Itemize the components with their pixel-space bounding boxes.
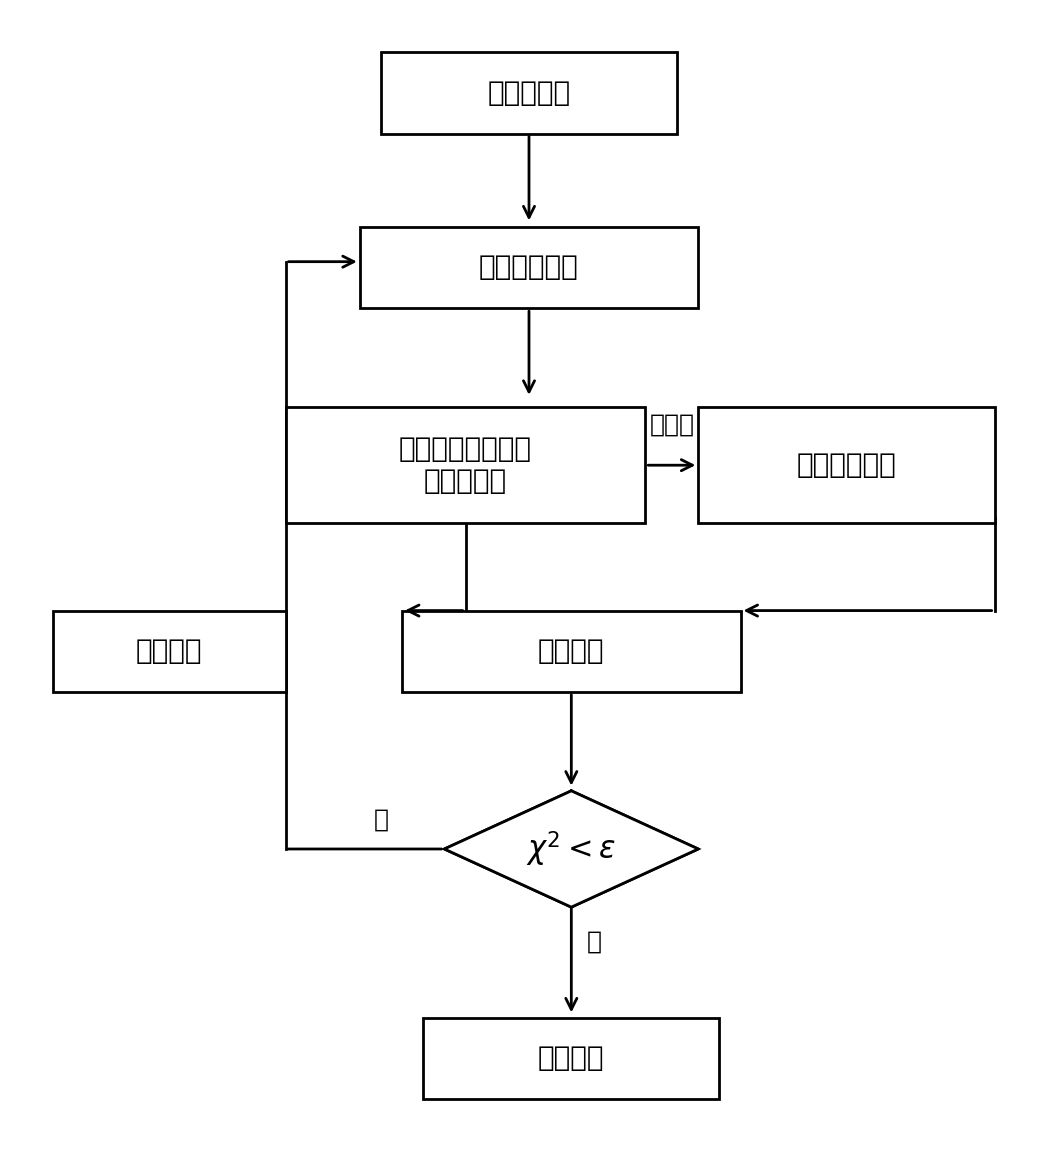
- Text: $\chi^2 < \varepsilon$: $\chi^2 < \varepsilon$: [526, 829, 617, 869]
- FancyBboxPatch shape: [381, 52, 677, 134]
- FancyBboxPatch shape: [423, 1018, 719, 1099]
- Text: 否: 否: [373, 807, 388, 832]
- FancyBboxPatch shape: [402, 611, 741, 692]
- Text: 代价函数: 代价函数: [539, 637, 604, 665]
- FancyBboxPatch shape: [286, 407, 645, 523]
- Text: 修正参数: 修正参数: [136, 637, 202, 665]
- Text: 海面温度: 海面温度: [539, 1044, 604, 1072]
- Text: 加噪声: 加噪声: [650, 412, 694, 436]
- Text: 垂直极化和水平极
化模式亮温: 垂直极化和水平极 化模式亮温: [399, 435, 532, 495]
- Text: 初始背景场: 初始背景场: [488, 79, 570, 107]
- Text: 辐射正演模型: 辐射正演模型: [479, 254, 579, 281]
- FancyBboxPatch shape: [360, 227, 698, 308]
- Text: 模拟观测亮温: 模拟观测亮温: [797, 451, 896, 479]
- FancyBboxPatch shape: [698, 407, 995, 523]
- FancyBboxPatch shape: [53, 611, 286, 692]
- Text: 是: 是: [587, 930, 602, 954]
- Polygon shape: [444, 791, 698, 907]
